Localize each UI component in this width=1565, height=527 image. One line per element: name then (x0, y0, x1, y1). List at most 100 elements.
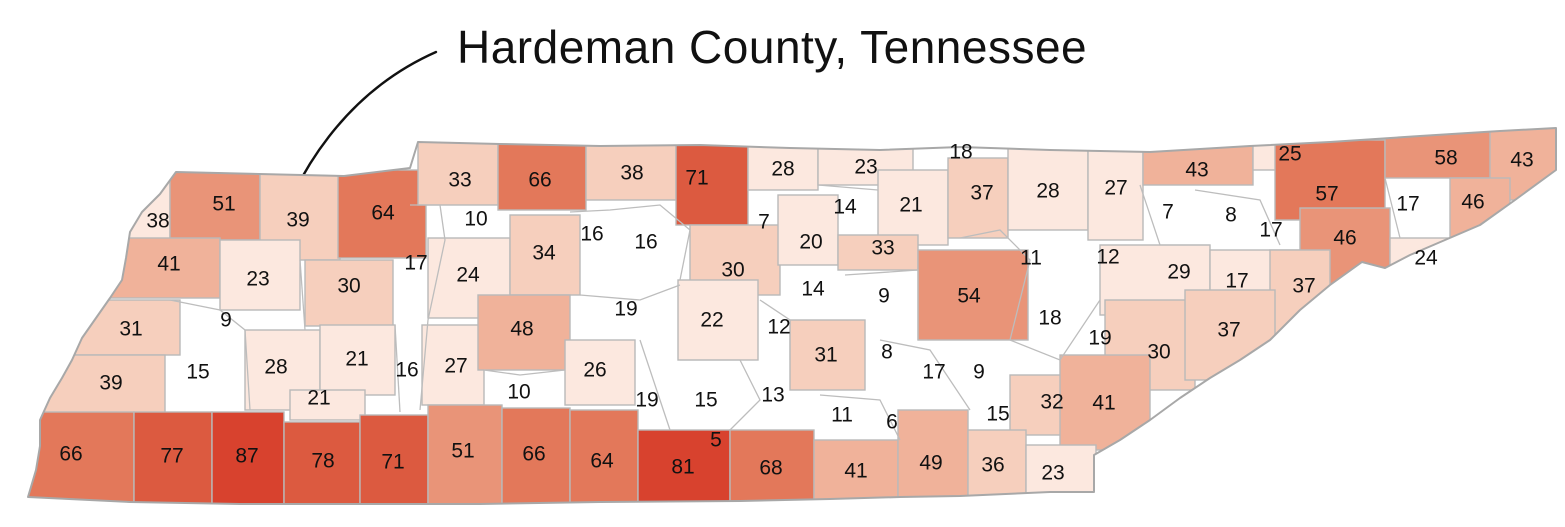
county-label: 71 (685, 167, 708, 190)
county-label: 23 (1041, 462, 1064, 485)
county-label: 24 (456, 264, 480, 287)
county-label: 17 (922, 361, 945, 384)
county-label: 46 (1333, 227, 1356, 250)
county-label: 21 (307, 387, 330, 410)
county-label: 19 (614, 298, 637, 321)
county-label: 27 (1104, 177, 1127, 200)
county-label: 39 (286, 209, 309, 232)
county-label: 14 (833, 196, 857, 219)
county-label: 22 (700, 309, 723, 332)
county-label: 19 (1088, 327, 1111, 350)
county-label: 49 (919, 452, 942, 475)
county-label: 15 (694, 389, 717, 412)
county-label: 29 (1167, 261, 1190, 284)
county-label: 15 (186, 361, 209, 384)
county-label: 37 (1292, 275, 1315, 298)
map-title: Hardeman County, Tennessee (457, 21, 1087, 73)
county-label: 11 (831, 404, 853, 427)
county-label: 36 (981, 454, 1004, 477)
county-label: 24 (1414, 247, 1438, 270)
county-label: 21 (899, 194, 922, 217)
county-label: 77 (160, 445, 183, 468)
county-label: 51 (451, 440, 474, 463)
county-label: 81 (671, 456, 694, 479)
county-label: 66 (59, 443, 82, 466)
county-label: 31 (814, 344, 837, 367)
county-label: 41 (157, 253, 180, 276)
county-label: 68 (759, 457, 782, 480)
county-label: 8 (881, 341, 893, 364)
county-label: 19 (635, 389, 658, 412)
county-label: 27 (444, 355, 467, 378)
county-label: 14 (801, 278, 825, 301)
county-dividers (169, 177, 1401, 441)
county-label: 10 (507, 381, 530, 404)
county-label: 54 (957, 285, 981, 308)
county-label: 17 (1259, 219, 1282, 242)
county-label: 13 (761, 384, 784, 407)
county-label: 34 (532, 242, 556, 265)
county-label: 28 (1036, 180, 1059, 203)
county-label: 17 (1396, 193, 1419, 216)
county-label: 9 (973, 361, 985, 384)
county-label: 9 (220, 309, 232, 332)
county-label: 37 (970, 182, 993, 205)
county-label: 41 (844, 460, 867, 483)
county-label: 33 (448, 169, 471, 192)
county-label: 57 (1315, 183, 1338, 206)
county-label: 21 (345, 348, 368, 371)
county-label: 48 (510, 318, 533, 341)
county-label: 7 (758, 211, 770, 234)
middle-tier (39, 194, 1331, 451)
county-label: 12 (767, 316, 790, 339)
county-label: 33 (871, 237, 894, 260)
county-label: 38 (146, 210, 169, 233)
county-label: 16 (395, 359, 418, 382)
county-label: 43 (1510, 149, 1533, 172)
county-label: 15 (986, 403, 1009, 426)
county-label: 16 (580, 223, 603, 246)
hardeman-county (211, 411, 285, 504)
county-label: 25 (1278, 143, 1301, 166)
county-label: 23 (246, 268, 269, 291)
county-label: 18 (949, 141, 972, 164)
county-label: 26 (583, 359, 606, 382)
county-label: 32 (1040, 391, 1063, 414)
county-label: 10 (464, 208, 487, 231)
county-label: 43 (1185, 159, 1208, 182)
county-label: 12 (1096, 246, 1119, 269)
county-label: 46 (1461, 191, 1484, 214)
county-label: 28 (264, 356, 287, 379)
county-label: 51 (212, 193, 235, 216)
county-label: 17 (1225, 270, 1248, 293)
county-label: 7 (1162, 201, 1174, 224)
county-label: 64 (590, 450, 614, 473)
county-label: 38 (620, 162, 643, 185)
county-label: 30 (337, 275, 360, 298)
county-label: 66 (522, 443, 545, 466)
county-label: 41 (1092, 392, 1115, 415)
county-label: 18 (1038, 307, 1061, 330)
county-label: 30 (721, 259, 744, 282)
county-label: 30 (1147, 341, 1170, 364)
county-label: 87 (235, 445, 258, 468)
county-label: 9 (878, 285, 890, 308)
county-label: 31 (119, 318, 142, 341)
county-label: 20 (799, 231, 822, 254)
county-label: 16 (634, 231, 657, 254)
county-label: 64 (371, 202, 395, 225)
county-label: 28 (771, 158, 794, 181)
county-label: 66 (528, 169, 551, 192)
county-label: 6 (886, 411, 898, 434)
county-label: 11 (1020, 247, 1042, 270)
county-label: 5 (710, 429, 722, 452)
county-label: 17 (404, 252, 427, 275)
county-label: 23 (854, 156, 877, 179)
county-label: 39 (99, 372, 122, 395)
county-label: 37 (1217, 319, 1240, 342)
county-label: 71 (381, 451, 404, 474)
county-labels: 33 66 38 71 28 23 18 43 25 5 8 43 51 39 64 38 10 16 16 7 14 2… (59, 141, 1533, 485)
south-tier (28, 404, 1097, 504)
county-label: 78 (311, 450, 334, 473)
